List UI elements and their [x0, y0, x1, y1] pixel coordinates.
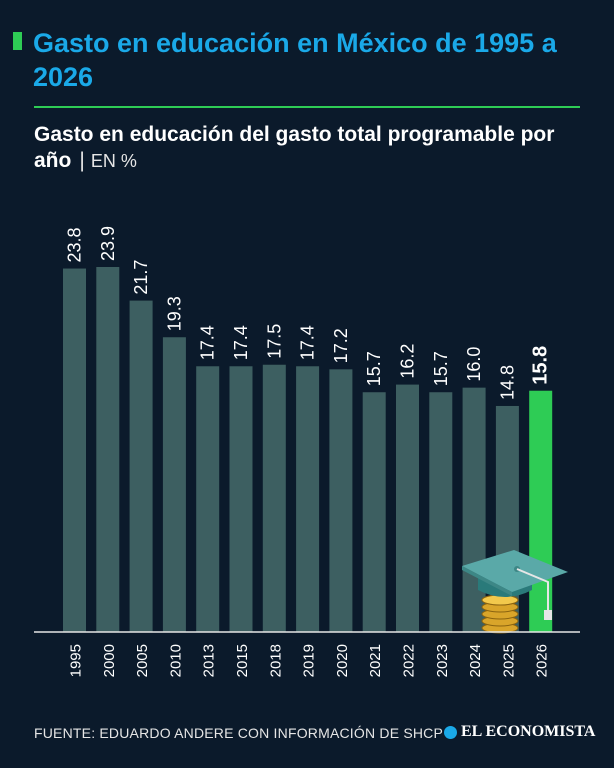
value-label-2025: 14.8: [497, 365, 517, 400]
bar-2000: [96, 267, 120, 632]
value-label-2000: 23.9: [98, 226, 118, 261]
chart-subtitle: Gasto en educación del gasto total progr…: [34, 122, 594, 174]
bar-2005: [129, 300, 153, 632]
tick-label-2018: 2018: [267, 644, 284, 677]
value-label-1995: 23.8: [65, 227, 85, 262]
value-label-2015: 17.4: [231, 325, 251, 360]
value-label-2023: 15.7: [431, 351, 451, 386]
tick-label-2013: 2013: [201, 644, 218, 677]
source-note: FUENTE: EDUARDO ANDERE CON INFORMACIÓN D…: [34, 725, 444, 741]
value-label-2005: 21.7: [131, 260, 151, 295]
bar-1995: [63, 268, 86, 632]
bar-2018: [262, 364, 286, 632]
bar-2015: [229, 366, 253, 632]
tick-label-2015: 2015: [234, 644, 251, 677]
brand-icon: [444, 725, 457, 739]
value-label-2026: 15.8: [530, 346, 552, 385]
bar-2021: [362, 392, 386, 632]
value-labels: 23.8 23.9 21.7 19.3 17.4 17.4 17.5 17.4 17.2 15.7…: [65, 226, 552, 400]
tick-label-2025: 2025: [500, 644, 517, 677]
unit-label: EN %: [90, 151, 137, 171]
unit-separator: |: [79, 149, 85, 172]
value-label-2022: 16.2: [398, 344, 418, 379]
title-divider: [34, 106, 580, 108]
bars-group: [63, 267, 553, 632]
bar-2019: [296, 366, 320, 632]
tick-label-1995: 1995: [68, 644, 85, 677]
value-label-2020: 17.2: [331, 328, 351, 363]
tick-label-2026: 2026: [534, 644, 551, 677]
tick-label-2022: 2022: [401, 644, 418, 677]
bar-2024: [462, 387, 486, 632]
tick-label-2024: 2024: [467, 644, 484, 677]
graduation-cap-icon: [462, 550, 568, 620]
coin-stack-icon: [481, 594, 519, 634]
bar-2013: [196, 366, 220, 632]
bar-2022: [396, 384, 419, 632]
tick-label-2021: 2021: [367, 644, 384, 677]
brand-logo: EL ECONOMISTA: [444, 723, 595, 741]
value-label-2019: 17.4: [298, 325, 318, 360]
graduation-money-illustration: [462, 550, 568, 634]
tick-label-2010: 2010: [167, 644, 184, 677]
bar-2023: [429, 392, 453, 632]
tick-label-2023: 2023: [434, 644, 451, 677]
tick-label-2005: 2005: [134, 644, 151, 677]
value-label-2018: 17.5: [264, 324, 284, 359]
bar-2020: [329, 369, 353, 632]
bar-2010: [162, 337, 186, 632]
page-title: Gasto en educación en México de 1995 a 2…: [33, 28, 557, 92]
tick-label-2000: 2000: [101, 644, 118, 677]
value-label-2013: 17.4: [198, 325, 218, 360]
title-accent-bar: [13, 32, 22, 50]
value-label-2021: 15.7: [364, 351, 384, 386]
tick-label-2019: 2019: [301, 644, 318, 677]
brand-name: EL ECONOMISTA: [461, 723, 596, 740]
value-label-2024: 16.0: [464, 347, 484, 382]
value-label-2010: 19.3: [164, 296, 184, 331]
subtitle-text: Gasto en educación del gasto total progr…: [34, 123, 555, 172]
tick-label-2020: 2020: [334, 644, 351, 677]
x-tick-labels: 1995 2000 2005 2010 2013 2015 2018 2019 2020 2021…: [68, 644, 551, 677]
